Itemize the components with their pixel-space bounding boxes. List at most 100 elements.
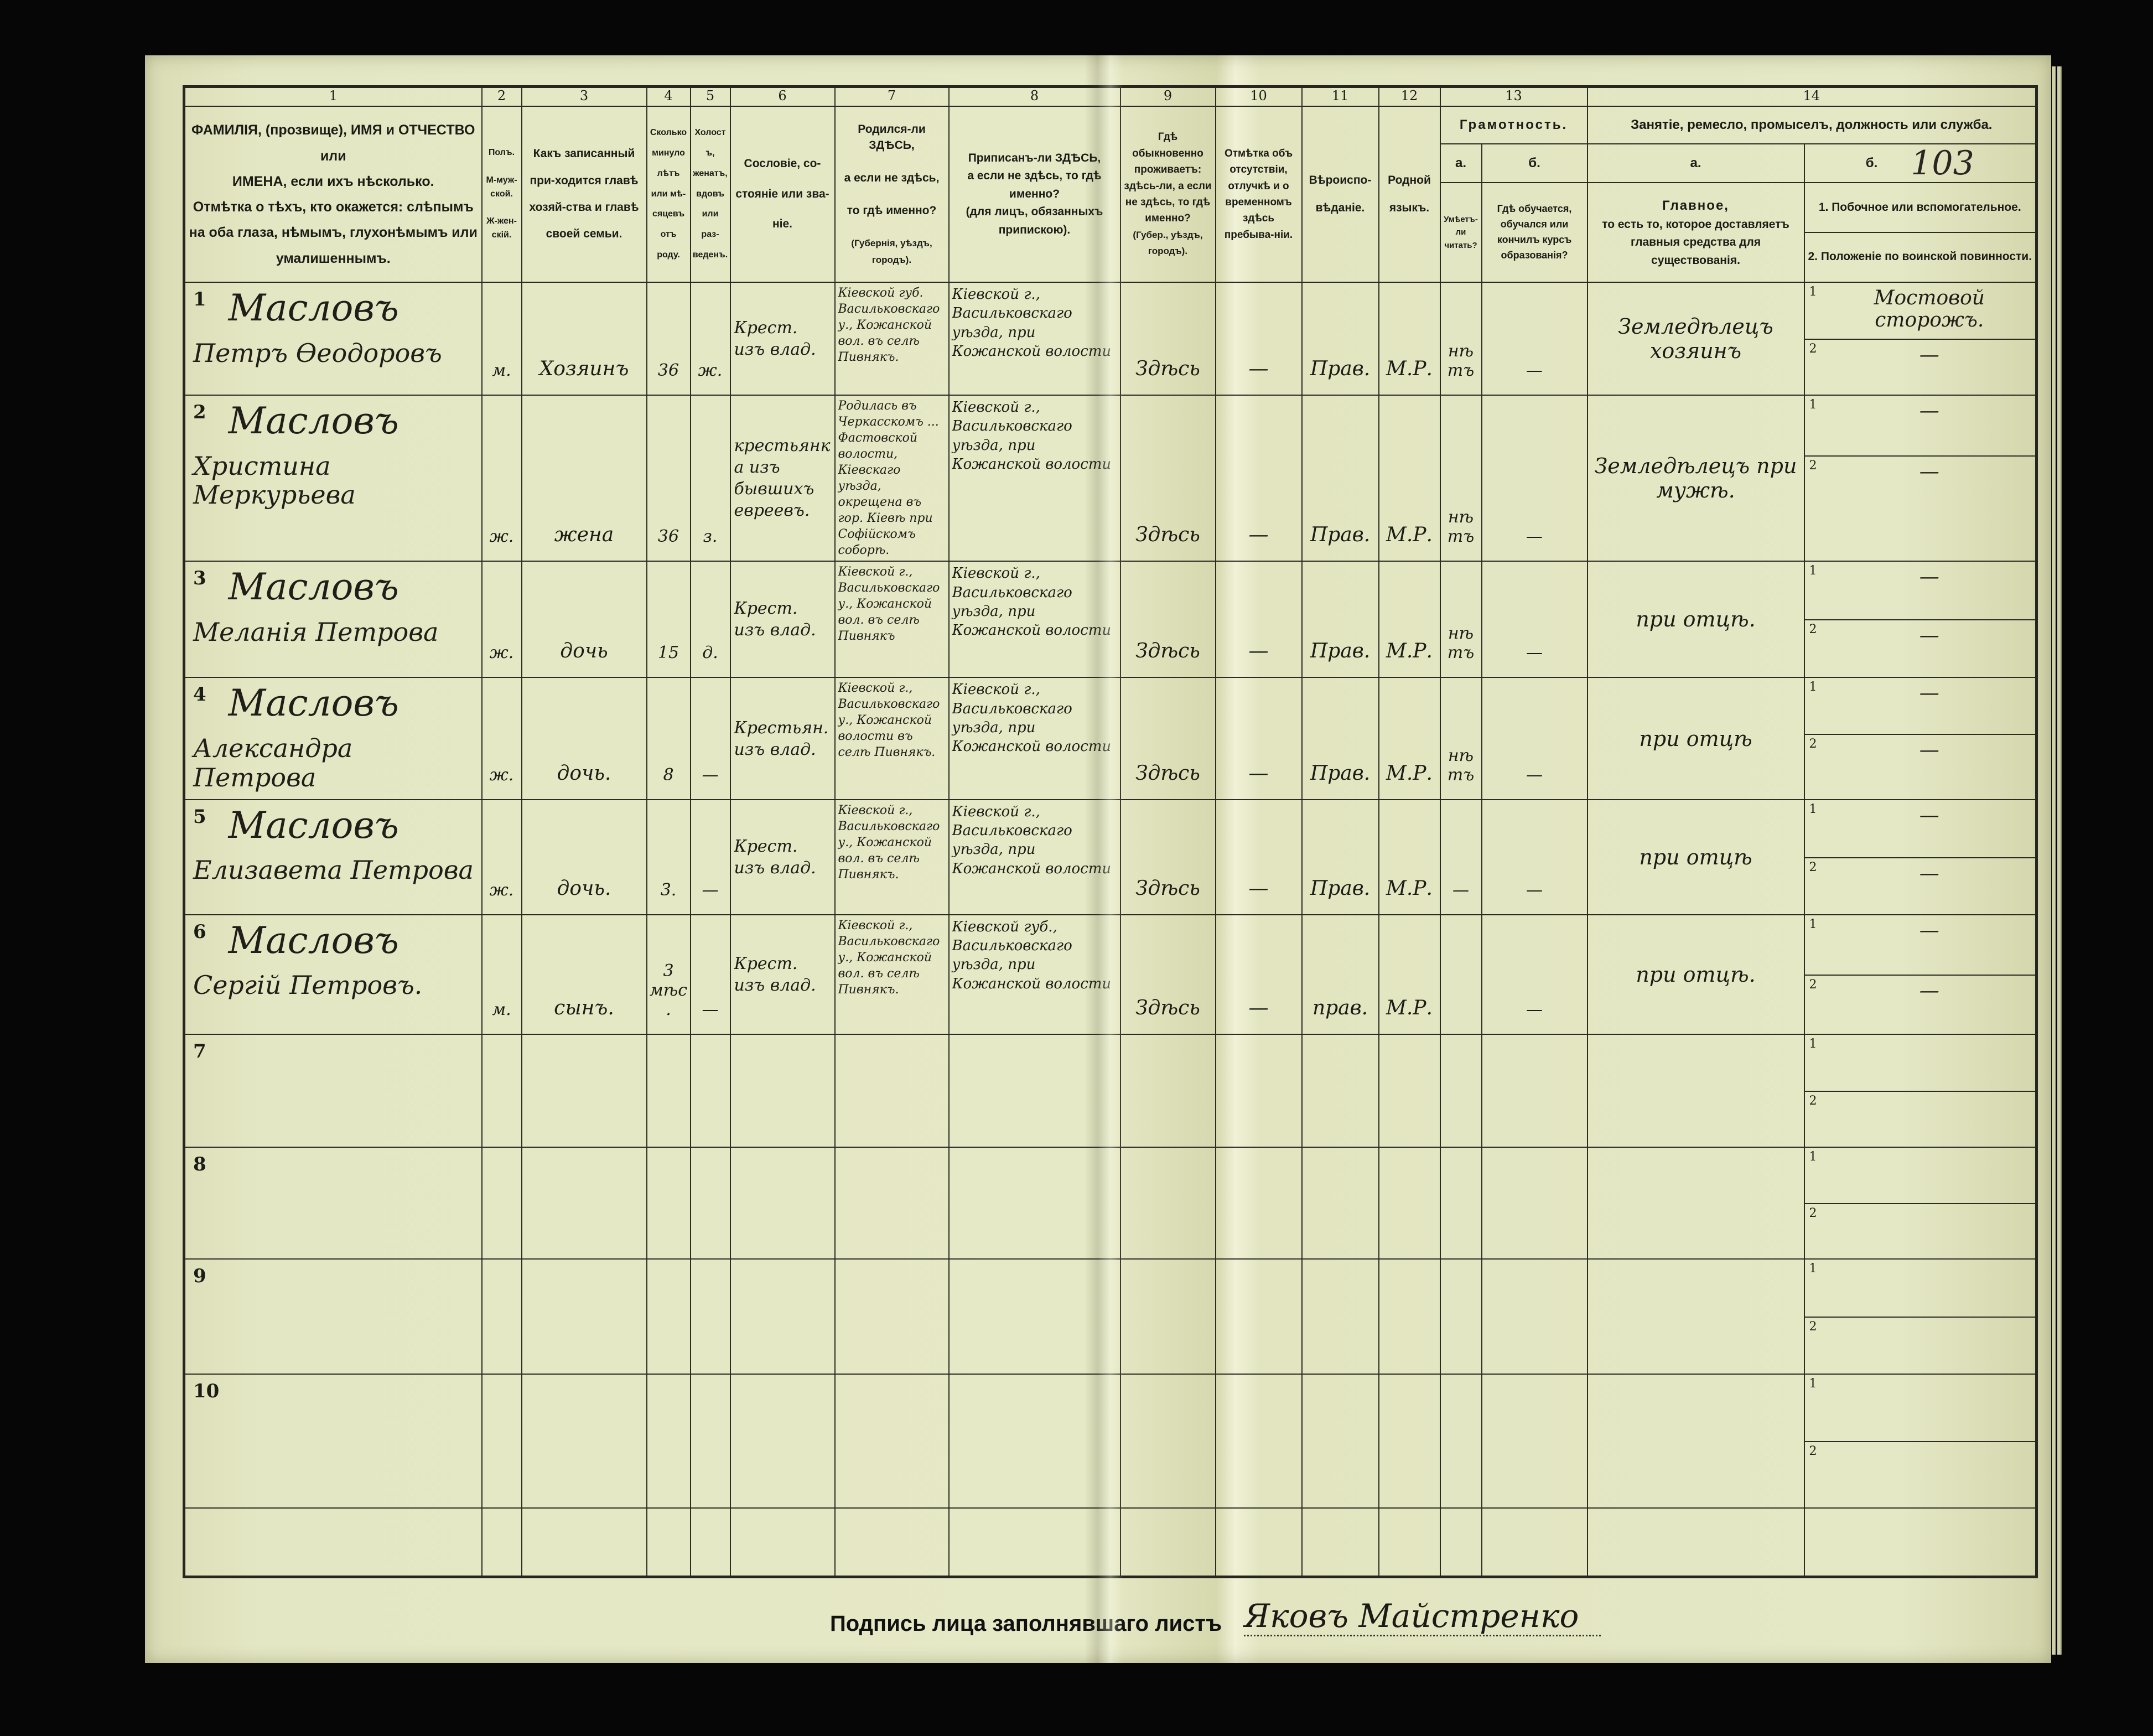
given-name: Александра Петрова bbox=[193, 733, 353, 792]
absence bbox=[1215, 1146, 1303, 1260]
birthplace: Кіевской г., Васильковскаго у., Кожанско… bbox=[834, 799, 950, 915]
religion bbox=[1301, 1373, 1379, 1509]
literacy: — bbox=[1439, 799, 1482, 915]
registered-at: Кіевской г., Васильковскаго уѣзда, при К… bbox=[948, 799, 1121, 915]
column-number: 13 bbox=[1439, 86, 1588, 107]
residence: Здѣсь bbox=[1119, 799, 1216, 915]
religion: Прав. bbox=[1301, 799, 1379, 915]
sub-line-2: 2— bbox=[1804, 974, 2036, 1034]
main-occupation: при отцѣ bbox=[1586, 799, 1805, 915]
military-status: — bbox=[1919, 739, 1939, 762]
marital-status: з. bbox=[689, 394, 731, 562]
literacy: нѣтъ bbox=[1439, 561, 1482, 678]
sex: ж. bbox=[481, 677, 522, 800]
secondary-occupation: — bbox=[1919, 804, 1939, 827]
marital-status bbox=[689, 1373, 731, 1509]
education bbox=[1481, 1146, 1588, 1260]
absence: — bbox=[1215, 914, 1303, 1035]
registered-at bbox=[948, 1033, 1121, 1148]
sub-line-number: 1 bbox=[1809, 1149, 1817, 1164]
header-name: ФАМИЛІЯ, (прозвище), ИМЯ и ОТЧЕСТВО или … bbox=[183, 106, 483, 283]
header-line: (Губер., уѣздъ, городъ). bbox=[1133, 229, 1203, 257]
residence bbox=[1119, 1258, 1216, 1375]
education: — bbox=[1481, 282, 1588, 396]
native-language bbox=[1378, 1033, 1441, 1148]
residence: Здѣсь bbox=[1119, 914, 1216, 1035]
age: 36 bbox=[646, 394, 691, 562]
birthplace: Кіевской г., Васильковскаго у., Кожанско… bbox=[834, 561, 950, 678]
header-13a-label: а. bbox=[1439, 143, 1482, 183]
residence: Здѣсь bbox=[1119, 394, 1216, 562]
religion: Прав. bbox=[1301, 282, 1379, 396]
relation bbox=[521, 1258, 647, 1375]
person-row: 5 Масловъ Елизавета Петрова ж. дочь. 3. — Крест… bbox=[183, 799, 2037, 915]
header-registered: Приписанъ-ли ЗДѢСЬ, а если не здѣсь, то … bbox=[948, 106, 1121, 283]
sex: м. bbox=[481, 282, 522, 396]
surname: Масловъ bbox=[228, 566, 399, 609]
relation bbox=[521, 1373, 647, 1509]
header-line: Главное, bbox=[1662, 198, 1729, 213]
signature-block: Подпись лица заполнявшаго листъ Яковъ Ма… bbox=[183, 1597, 2035, 1637]
main-occupation bbox=[1586, 1146, 1805, 1260]
blank-row bbox=[183, 1507, 2037, 1578]
residence bbox=[1119, 1033, 1216, 1148]
header-marital: Холостъ, женатъ, вдовъ или раз-веденъ. bbox=[689, 106, 731, 283]
person-row: 2 Масловъ Христина Меркурьева ж. жена 36 з. кре… bbox=[183, 394, 2037, 562]
relation bbox=[521, 1146, 647, 1260]
name-cell: 6 Масловъ Сергій Петровъ. bbox=[183, 914, 483, 1035]
absence: — bbox=[1215, 799, 1303, 915]
sub-line-1: 1 bbox=[1805, 1148, 2036, 1203]
estate bbox=[729, 1033, 836, 1148]
header-line: а если не здѣсь, bbox=[844, 171, 940, 184]
main-occupation bbox=[1586, 1373, 1805, 1509]
registered-at bbox=[948, 1373, 1121, 1509]
sex: ж. bbox=[481, 394, 522, 562]
sex: ж. bbox=[481, 799, 522, 915]
sub-line-number: 2 bbox=[1809, 737, 1817, 752]
name-line: 8 bbox=[193, 1153, 476, 1175]
header-line: (Губернія, уѣздъ, городъ). bbox=[851, 238, 932, 265]
blank-cell bbox=[1439, 1507, 1482, 1578]
education: — bbox=[1481, 394, 1588, 562]
name-cell: 3 Масловъ Меланія Петрова bbox=[183, 561, 483, 678]
registered-at: Кіевской г., Васильковскаго уѣзда, при К… bbox=[948, 561, 1121, 678]
literacy: нѣтъ bbox=[1439, 677, 1482, 800]
sub-line-1: 1 bbox=[1805, 1260, 2036, 1317]
estate bbox=[729, 1373, 836, 1509]
header-birthplace: Родился-ли ЗДѢСЬ, а если не здѣсь, то гд… bbox=[834, 106, 950, 283]
name-cell: 10 bbox=[183, 1373, 483, 1509]
marital-status: — bbox=[689, 799, 731, 915]
military-status: — bbox=[1919, 979, 1939, 1002]
age bbox=[646, 1146, 691, 1260]
column-number: 14 bbox=[1586, 86, 2037, 107]
sub-line-number: 1 bbox=[1809, 1261, 1817, 1276]
sub-line-number: 2 bbox=[1809, 860, 1817, 874]
main-occupation: при отцѣ bbox=[1586, 677, 1805, 800]
secondary-occupation: — bbox=[1919, 919, 1939, 942]
estate: Крест. изъ влад. bbox=[729, 561, 836, 678]
blank-cell bbox=[1586, 1507, 1805, 1578]
age bbox=[646, 1258, 691, 1375]
military-status: — bbox=[1919, 344, 1939, 366]
estate bbox=[729, 1258, 836, 1375]
header-education: Гдѣ обучается, обучался или кончилъ курс… bbox=[1481, 182, 1588, 283]
name-line: 7 bbox=[193, 1040, 476, 1063]
native-language bbox=[1378, 1258, 1441, 1375]
person-rows: 1 Масловъ Петръ Өеодоровъ м. Хозяинъ 36 ж. Крес… bbox=[183, 282, 2037, 1578]
sub-line-2: 2— bbox=[1804, 857, 2036, 914]
relation: дочь. bbox=[521, 799, 647, 915]
sub-line-1: 1 bbox=[1805, 1035, 2036, 1091]
header-line: (для лицъ, обязанныхъ припискою). bbox=[966, 205, 1103, 236]
native-language: М.Р. bbox=[1378, 561, 1441, 678]
header-subrow: а. б. а. б. 103 bbox=[184, 143, 2037, 183]
registered-at: Кіевской губ., Васильковскаго уѣзда, при… bbox=[948, 914, 1121, 1035]
header-line: а если не здѣсь, то гдѣ именно? bbox=[967, 169, 1102, 200]
row-number: 9 bbox=[193, 1265, 206, 1287]
sub-line-number: 2 bbox=[1809, 1206, 1817, 1220]
residence: Здѣсь bbox=[1119, 282, 1216, 396]
main-occupation: при отцѣ. bbox=[1586, 914, 1805, 1035]
column-number: 4 bbox=[646, 86, 691, 107]
sub-line-number: 1 bbox=[1809, 564, 1817, 578]
